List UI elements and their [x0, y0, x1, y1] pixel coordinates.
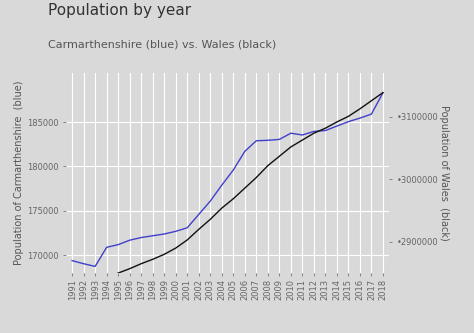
- Y-axis label: Population of Wales  (black): Population of Wales (black): [439, 105, 449, 241]
- Text: Population by year: Population by year: [48, 3, 191, 18]
- Y-axis label: Population of Carmarthenshire  (blue): Population of Carmarthenshire (blue): [14, 81, 24, 265]
- Text: Carmarthenshire (blue) vs. Wales (black): Carmarthenshire (blue) vs. Wales (black): [48, 40, 276, 50]
